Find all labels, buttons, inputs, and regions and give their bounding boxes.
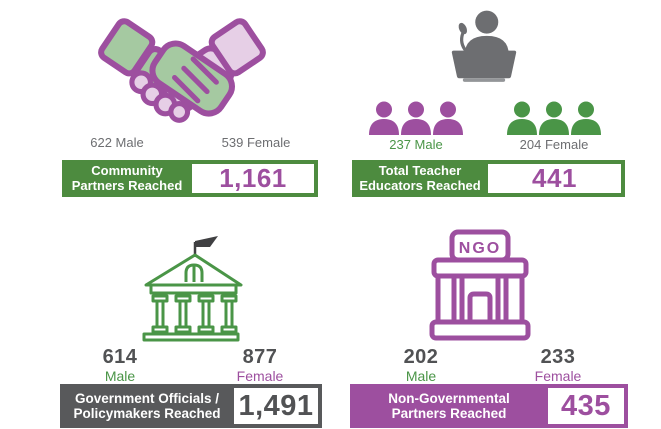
- government-male-label: Male: [104, 368, 136, 384]
- ngo-male-label: Male: [405, 368, 437, 384]
- ngo-sign-text: NGO: [459, 240, 501, 257]
- audience-people-green-icon: [507, 101, 601, 135]
- teachers-banner: Total Teacher Educators Reached 441: [352, 160, 625, 197]
- government-title-line1: Government Officials /: [74, 390, 220, 406]
- community-banner-title: Community Partners Reached: [62, 160, 192, 197]
- community-banner: Community Partners Reached 1,161: [62, 160, 318, 197]
- community-title-line2: Partners Reached: [71, 177, 183, 193]
- ngo-male-count: 202: [403, 346, 439, 368]
- audience-people-purple-icon: [369, 101, 463, 135]
- ngo-banner: Non-Governmental Partners Reached 435: [350, 384, 628, 428]
- community-total-value: 1,161: [192, 163, 314, 193]
- government-female-label: Female: [236, 368, 284, 384]
- government-female-stat: 877 Female: [225, 347, 295, 384]
- teachers-banner-title: Total Teacher Educators Reached: [352, 160, 488, 197]
- government-female-count: 877: [242, 346, 278, 368]
- ngo-building-icon: NGO: [429, 229, 531, 341]
- ngo-female-stat: 233 Female: [523, 347, 593, 384]
- government-total-value: 1,491: [234, 388, 318, 424]
- government-building-icon: [142, 236, 243, 342]
- community-male-count: 622 Male: [90, 135, 144, 150]
- government-male-stat: 614 Male: [85, 347, 155, 384]
- ngo-title-line1: Non-Governmental: [388, 390, 510, 406]
- ngo-title-line2: Partners Reached: [391, 406, 507, 421]
- teachers-title-line2: Educators Reached: [359, 177, 481, 193]
- ngo-male-stat: 202 Male: [386, 347, 456, 384]
- ngo-total-value: 435: [548, 388, 624, 424]
- ngo-female-count: 233: [540, 346, 576, 368]
- government-banner: Government Officials / Policymakers Reac…: [60, 384, 322, 428]
- teachers-female-count: 204 Female: [519, 137, 589, 152]
- ngo-banner-title: Non-Governmental Partners Reached: [350, 384, 548, 428]
- community-female-count: 539 Female: [221, 135, 291, 150]
- handshake-icon: [98, 18, 266, 123]
- teachers-total-value: 441: [488, 163, 621, 193]
- teachers-title-line1: Total Teacher: [378, 162, 462, 178]
- speaker-at-podium-icon: [451, 10, 517, 82]
- ngo-female-label: Female: [534, 368, 582, 384]
- community-title-line1: Community: [91, 162, 163, 178]
- government-title-line2: Policymakers Reached: [73, 406, 221, 421]
- government-male-count: 614: [102, 346, 138, 368]
- government-banner-title: Government Officials / Policymakers Reac…: [60, 384, 234, 428]
- teachers-male-count: 237 Male: [389, 137, 443, 152]
